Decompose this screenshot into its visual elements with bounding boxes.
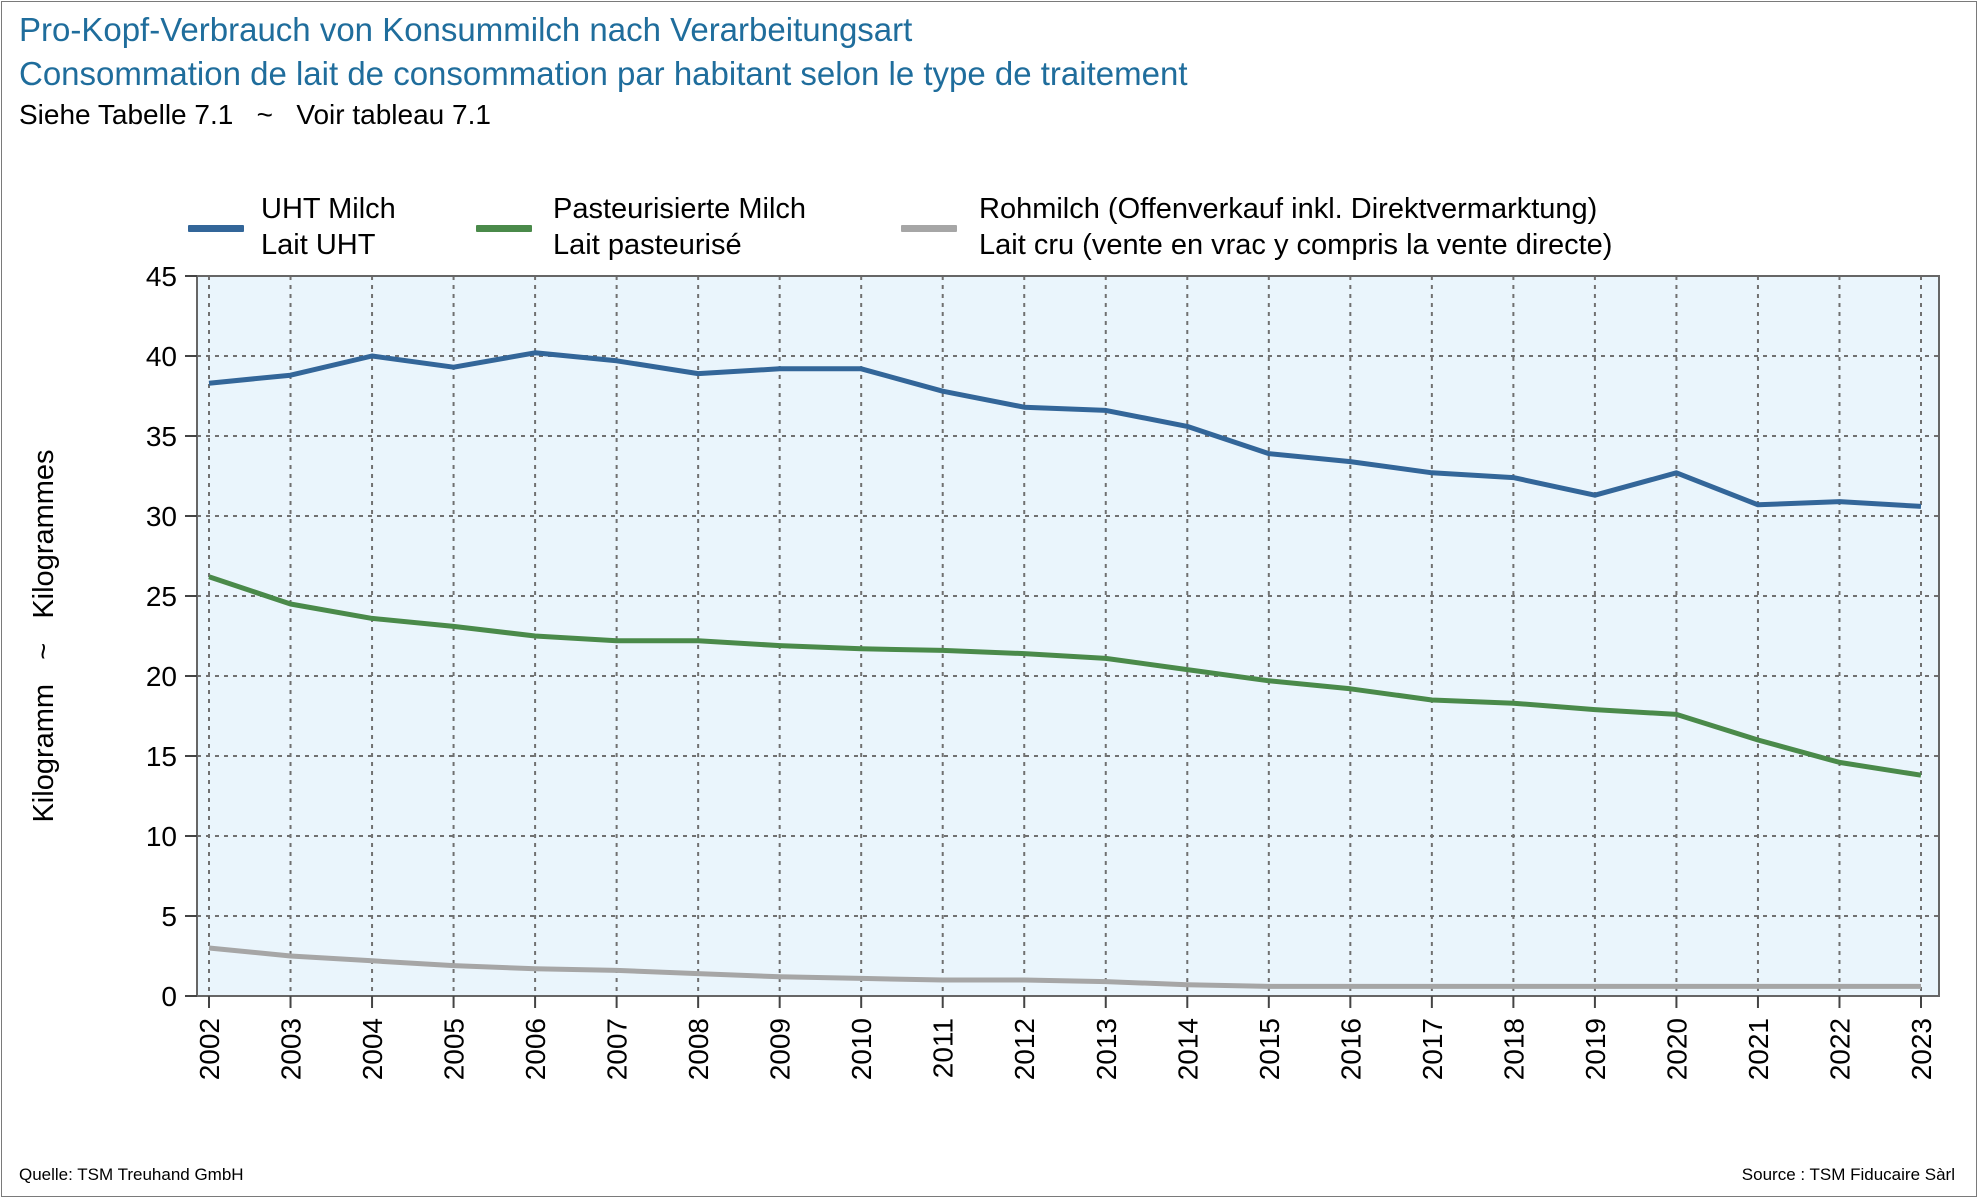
plot-border xyxy=(196,275,1940,997)
series-line-pasteurized xyxy=(208,574,1922,778)
chart-title-german: Pro-Kopf-Verbrauch von Konsummilch nach … xyxy=(19,11,913,48)
x-tick-label: 2007 xyxy=(602,1018,633,1080)
x-tick-label: 2022 xyxy=(1824,1018,1855,1080)
x-tick-label: 2010 xyxy=(846,1018,877,1080)
y-tick-label: 35 xyxy=(146,421,177,452)
x-tick-label: 2017 xyxy=(1417,1018,1448,1080)
legend-swatch-raw xyxy=(901,225,957,232)
x-axis: 2002 2003 2004 2005 2006 2007 2008 2009 2010 2011… xyxy=(194,996,1937,1080)
y-tick-label: 40 xyxy=(146,341,177,372)
legend-label-uht-fr: Lait UHT xyxy=(261,229,376,261)
x-tick-label: 2002 xyxy=(194,1018,225,1080)
source-note-french: Source : TSM Fiducaire Sàrl xyxy=(1741,1165,1955,1184)
x-tick-label: 2013 xyxy=(1091,1018,1122,1080)
x-tick-label: 2016 xyxy=(1335,1018,1366,1080)
series-line-raw xyxy=(208,945,1921,989)
x-tick-label: 2020 xyxy=(1661,1018,1692,1080)
y-tick-label: 15 xyxy=(146,741,177,772)
legend-label-raw: Rohmilch (Offenverkauf inkl. Direktverma… xyxy=(979,191,1612,263)
legend-label-uht: UHT Milch Lait UHT xyxy=(261,191,396,263)
x-tick-label: 2008 xyxy=(683,1018,714,1080)
x-tick-label: 2004 xyxy=(357,1018,388,1080)
grid-lines xyxy=(197,276,1939,996)
y-tick-label: 20 xyxy=(146,661,177,692)
chart-title-french: Consommation de lait de consommation par… xyxy=(19,55,1188,92)
chart-subtitle: Siehe Tabelle 7.1 ~ Voir tableau 7.1 xyxy=(19,99,491,130)
legend-swatch-uht xyxy=(188,225,244,232)
y-axis-label: Kilogramm ~ Kilogrammes xyxy=(28,449,60,822)
x-tick-label: 2021 xyxy=(1743,1018,1774,1080)
x-tick-label: 2006 xyxy=(520,1018,551,1080)
y-tick-label: 25 xyxy=(146,581,177,612)
x-tick-label: 2015 xyxy=(1254,1018,1285,1080)
x-tick-label: 2023 xyxy=(1906,1018,1937,1080)
series-lines xyxy=(208,350,1922,989)
legend-label-pasteurized-fr: Lait pasteurisé xyxy=(553,229,742,261)
y-tick-label: 45 xyxy=(146,261,177,292)
x-tick-label: 2009 xyxy=(765,1018,796,1080)
y-tick-label: 10 xyxy=(146,821,177,852)
legend-label-raw-de: Rohmilch (Offenverkauf inkl. Direktverma… xyxy=(979,193,1598,225)
y-tick-label: 5 xyxy=(161,901,177,932)
y-axis: 0 5 10 15 20 25 30 35 40 45 xyxy=(146,261,197,1012)
legend-label-uht-de: UHT Milch xyxy=(261,193,396,225)
y-tick-label: 0 xyxy=(161,981,177,1012)
y-tick-label: 30 xyxy=(146,501,177,532)
legend-swatch-pasteurized xyxy=(476,225,532,232)
x-tick-label: 2005 xyxy=(439,1018,470,1080)
x-tick-label: 2019 xyxy=(1580,1018,1611,1080)
legend-label-raw-fr: Lait cru (vente en vrac y compris la ven… xyxy=(979,229,1613,261)
x-tick-label: 2014 xyxy=(1172,1018,1203,1080)
source-note-german: Quelle: TSM Treuhand GmbH xyxy=(19,1165,244,1184)
x-tick-label: 2011 xyxy=(928,1018,959,1078)
x-tick-label: 2012 xyxy=(1009,1018,1040,1080)
legend-label-pasteurized: Pasteurisierte Milch Lait pasteurisé xyxy=(553,191,806,263)
series-line-uht xyxy=(208,350,1922,509)
legend-label-pasteurized-de: Pasteurisierte Milch xyxy=(553,193,807,225)
x-tick-label: 2003 xyxy=(276,1018,307,1080)
x-tick-label: 2018 xyxy=(1498,1018,1529,1080)
plot-area xyxy=(197,276,1939,996)
